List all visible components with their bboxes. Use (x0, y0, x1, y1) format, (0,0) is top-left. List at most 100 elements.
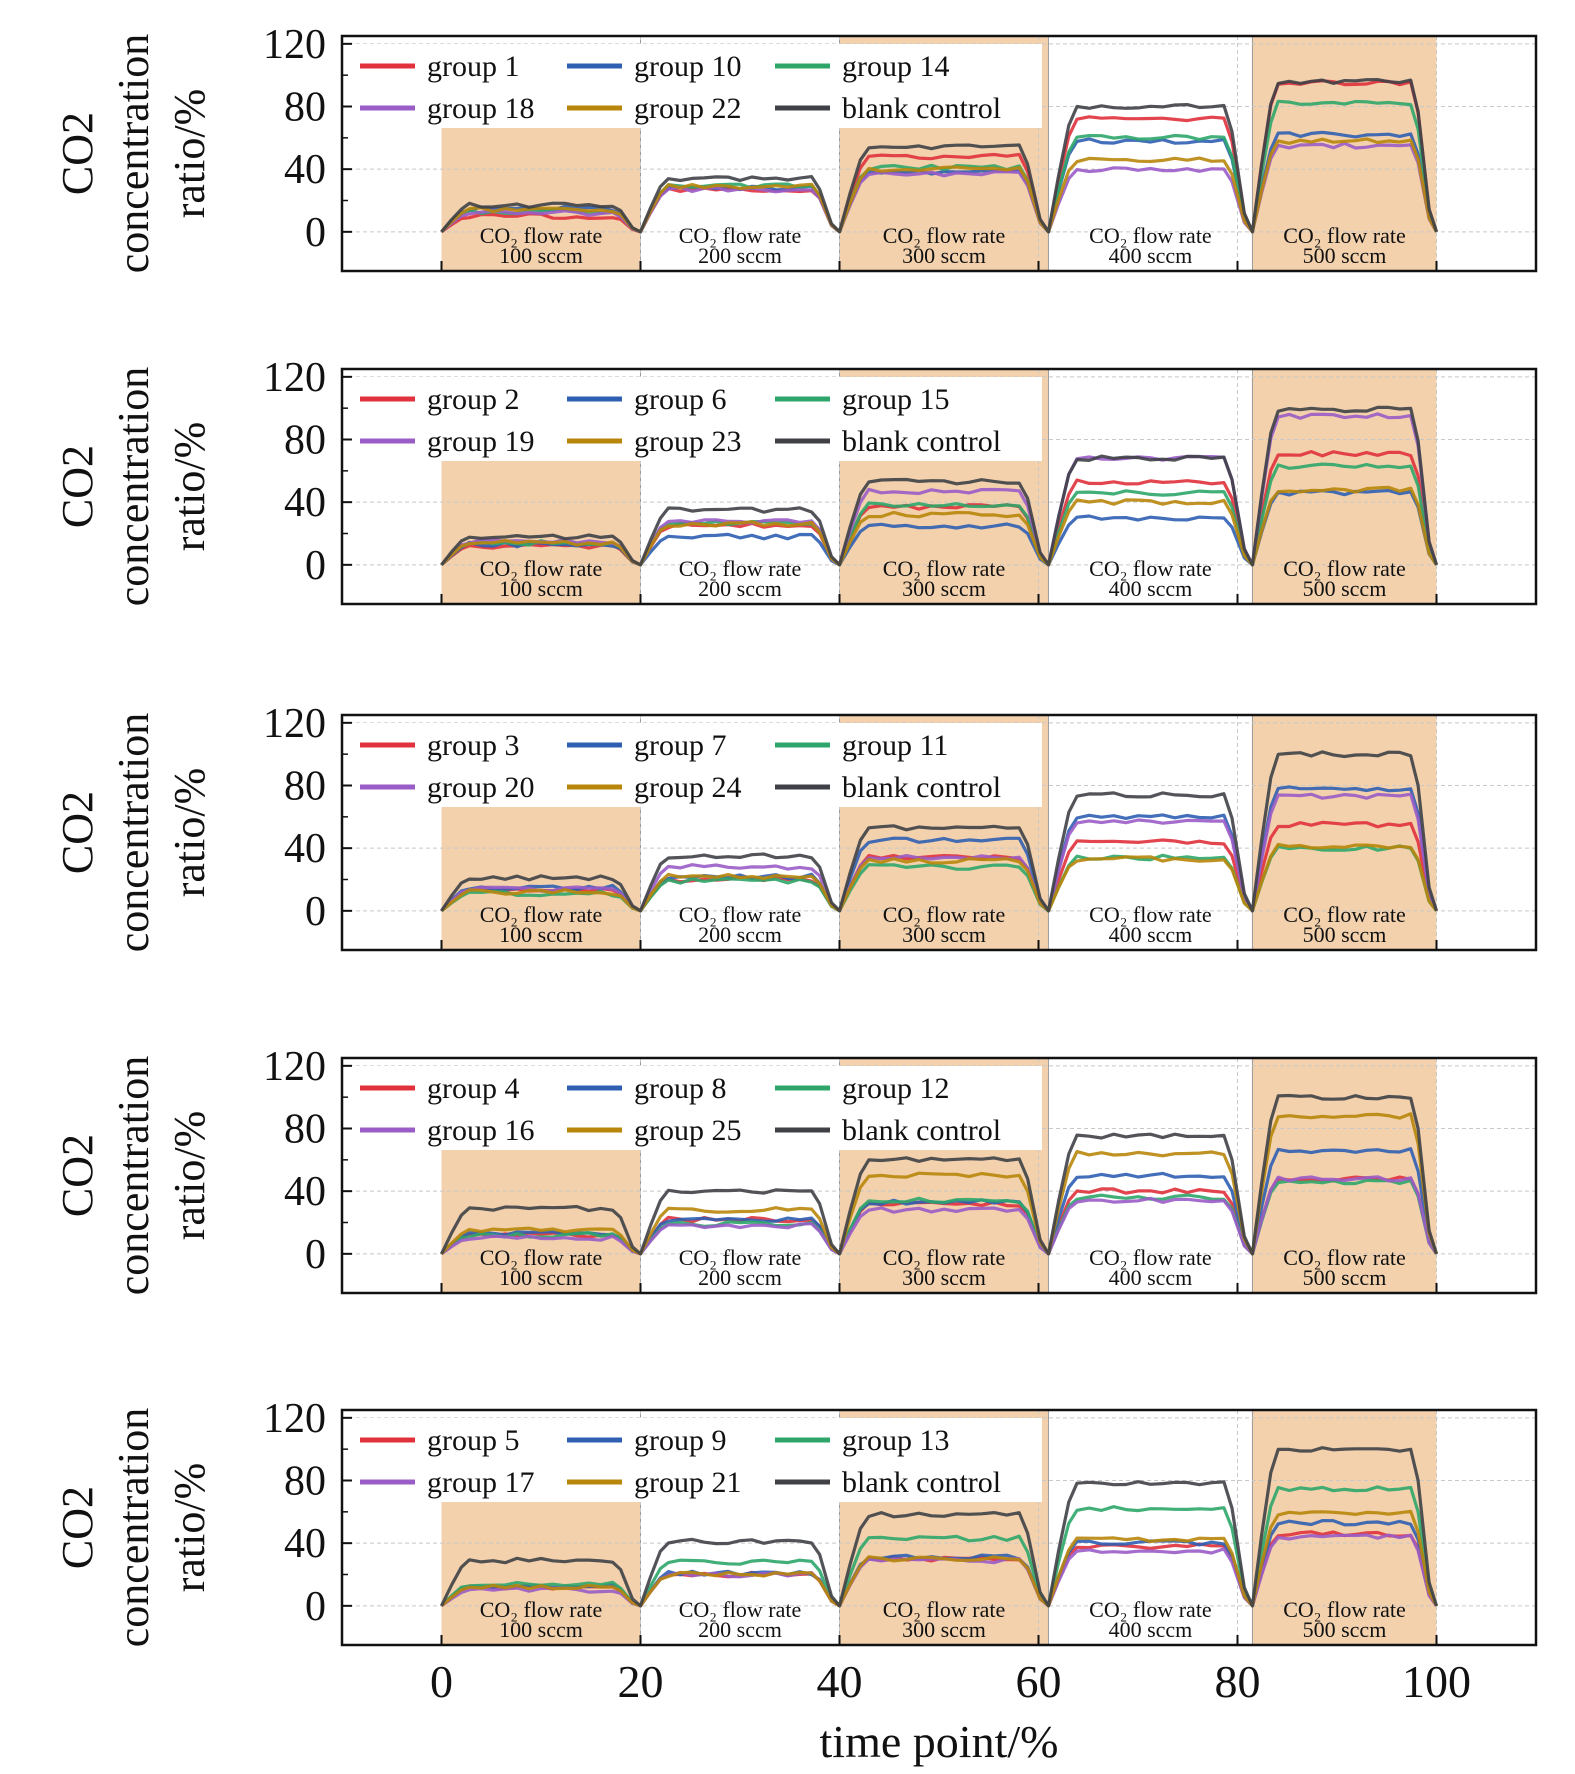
y-axis-label-line: ratio/% (165, 89, 214, 219)
y-axis-label: CO2 concentration ratio/% (53, 34, 214, 273)
band-label: CO₂ flow rate (1089, 556, 1212, 581)
legend-label: blank control (842, 1114, 1001, 1147)
band-label: CO₂ flow rate (883, 1597, 1006, 1622)
legend: group 4 group 8 group 12 group 16 group 25 bl… (352, 1066, 1042, 1150)
legend-label: group 11 (842, 729, 948, 762)
legend-label: group 14 (842, 50, 950, 83)
legend-label: group 2 (427, 383, 520, 416)
legend-label: group 13 (842, 1424, 950, 1457)
band-label: CO₂ flow rate (679, 902, 802, 927)
y-tick-label: 80 (284, 764, 326, 810)
legend-label: blank control (842, 425, 1001, 458)
y-axis-label-line: CO2 (53, 791, 102, 874)
y-axis-label-line: concentration (109, 1056, 158, 1295)
x-tick-label: 60 (1016, 1656, 1062, 1707)
legend-label: group 7 (634, 729, 727, 762)
band-sublabel: 500 sccm (1303, 922, 1387, 947)
legend-label: group 8 (634, 1072, 727, 1105)
y-axis-label-line: ratio/% (165, 1463, 214, 1593)
x-tick-label: 40 (817, 1656, 863, 1707)
series-line-blank-control (440, 405, 1439, 567)
band-label: CO₂ flow rate (883, 556, 1006, 581)
legend-background (352, 1418, 1042, 1502)
plot-frame (340, 713, 1538, 952)
y-tick-label: 0 (305, 543, 326, 589)
band-label: CO₂ flow rate (480, 223, 603, 248)
band-label: CO₂ flow rate (679, 1597, 802, 1622)
band-sublabel: 300 sccm (902, 1265, 986, 1290)
series-line-group-23 (440, 485, 1438, 567)
y-axis-label-line: ratio/% (165, 422, 214, 552)
series-line-group-7 (440, 785, 1438, 913)
band-sublabel: 100 sccm (499, 1617, 583, 1642)
series-line-group-12 (440, 1178, 1438, 1256)
y-tick-label: 80 (284, 1459, 326, 1505)
band-sublabel: 500 sccm (1303, 1617, 1387, 1642)
y-axis-label-line: CO2 (53, 1134, 102, 1217)
x-tick-label: 20 (618, 1656, 664, 1707)
y-axis-label: CO2 concentration ratio/% (53, 367, 214, 606)
band-label: CO₂ flow rate (679, 223, 802, 248)
y-axis-label-line: ratio/% (165, 1111, 214, 1241)
band-sublabel: 400 sccm (1109, 1617, 1193, 1642)
legend-label: group 4 (427, 1072, 520, 1105)
y-axis-label-line: ratio/% (165, 768, 214, 898)
legend-background (352, 377, 1042, 461)
y-tick-label: 120 (263, 701, 326, 747)
y-axis-label-line: concentration (109, 1408, 158, 1647)
x-tick-label: 0 (430, 1656, 453, 1707)
legend: group 2 group 6 group 15 group 19 group 23 bl… (352, 377, 1042, 461)
legend-label: group 19 (427, 425, 535, 458)
y-tick-label: 0 (305, 1584, 326, 1630)
band-label: CO₂ flow rate (480, 902, 603, 927)
band-sublabel: 400 sccm (1109, 243, 1193, 268)
x-tick-label: 80 (1215, 1656, 1261, 1707)
band-sublabel: 400 sccm (1109, 576, 1193, 601)
y-tick-label: 120 (263, 1396, 326, 1442)
band-sublabel: 400 sccm (1109, 1265, 1193, 1290)
legend-label: group 3 (427, 729, 520, 762)
band-sublabel: 300 sccm (902, 1617, 986, 1642)
legend-label: group 10 (634, 50, 742, 83)
y-tick-label: 80 (284, 418, 326, 464)
y-tick-label: 120 (263, 22, 326, 68)
band-sublabel: 200 sccm (698, 576, 782, 601)
band-label: CO₂ flow rate (480, 556, 603, 581)
y-axis-label: CO2 concentration ratio/% (53, 1408, 214, 1647)
y-tick-label: 40 (284, 1169, 326, 1215)
y-axis-label: CO2 concentration ratio/% (53, 1056, 214, 1295)
band-label: CO₂ flow rate (1283, 1245, 1406, 1270)
legend-label: group 22 (634, 92, 742, 125)
legend: group 3 group 7 group 11 group 20 group 24 bl… (352, 723, 1042, 807)
series-line-group-16 (440, 1175, 1438, 1256)
y-tick-label: 0 (305, 889, 326, 935)
band-label: CO₂ flow rate (679, 556, 802, 581)
legend-label: group 5 (427, 1424, 520, 1457)
band-sublabel: 400 sccm (1109, 922, 1193, 947)
band-label: CO₂ flow rate (883, 223, 1006, 248)
legend: group 1 group 10 group 14 group 18 group 22 b… (352, 44, 1042, 128)
series-line-blank-control (440, 1446, 1439, 1608)
plot-frame (340, 367, 1538, 606)
legend-label: blank control (842, 92, 1001, 125)
y-axis-label-line: CO2 (53, 1486, 102, 1569)
y-tick-label: 120 (263, 355, 326, 401)
y-axis-label-line: concentration (109, 34, 158, 273)
series-line-group-13 (440, 1485, 1438, 1608)
plot-frame (340, 1408, 1538, 1647)
band-sublabel: 500 sccm (1303, 576, 1387, 601)
y-tick-label: 0 (305, 1232, 326, 1278)
legend-label: group 1 (427, 50, 520, 83)
legend-background (352, 44, 1042, 128)
y-axis-label: CO2 concentration ratio/% (53, 713, 214, 952)
band-label: CO₂ flow rate (1283, 223, 1406, 248)
band-label: CO₂ flow rate (1089, 1245, 1212, 1270)
band-sublabel: 300 sccm (902, 922, 986, 947)
band-sublabel: 200 sccm (698, 243, 782, 268)
legend-label: group 16 (427, 1114, 535, 1147)
